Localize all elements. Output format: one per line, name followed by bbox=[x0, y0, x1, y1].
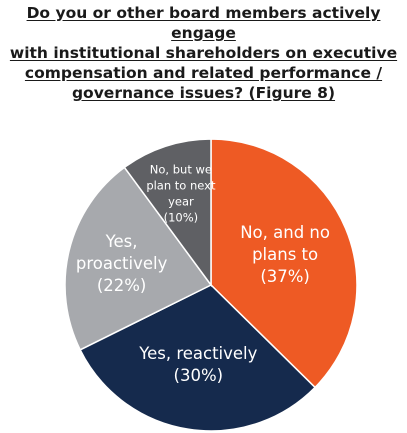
pie-slice-label-3: No, but we plan to next year (10%) bbox=[146, 163, 216, 225]
pie-slice-percent: (30%) bbox=[174, 366, 224, 385]
pie-slice-label-line: plan to next bbox=[146, 179, 216, 193]
pie-slices bbox=[64, 138, 358, 432]
pie-slice-label-1: Yes, reactively (30%) bbox=[138, 344, 257, 385]
pie-slice-label-line: proactively bbox=[76, 254, 168, 273]
pie-slice-percent: (10%) bbox=[164, 211, 199, 225]
pie-slice-label-line: year bbox=[168, 195, 194, 209]
pie-slice-percent: (37%) bbox=[260, 267, 310, 286]
pie-slice-label-line: No, but we bbox=[150, 163, 212, 177]
pie-slice-label-line: Yes, bbox=[105, 232, 138, 251]
pie-slice-0 bbox=[210, 138, 358, 389]
pie-slice-label-line: plans to bbox=[252, 245, 318, 264]
pie-slice-3 bbox=[123, 138, 212, 288]
pie-slice-label-line: No, and no bbox=[240, 223, 330, 242]
pie-slice-label-0: No, and no plans to (37%) bbox=[240, 223, 330, 286]
chart-title: Do you or other board members actively e… bbox=[9, 4, 398, 102]
pie-slice-percent: (22%) bbox=[97, 276, 147, 295]
pie-slice-2 bbox=[64, 166, 213, 351]
pie-labels: No, and no plans to (37%) Yes, reactively (3… bbox=[76, 163, 330, 386]
pie-slice-label-2: Yes, proactively (22%) bbox=[76, 232, 168, 295]
pie-slice-label-line: Yes, reactively bbox=[138, 344, 257, 363]
